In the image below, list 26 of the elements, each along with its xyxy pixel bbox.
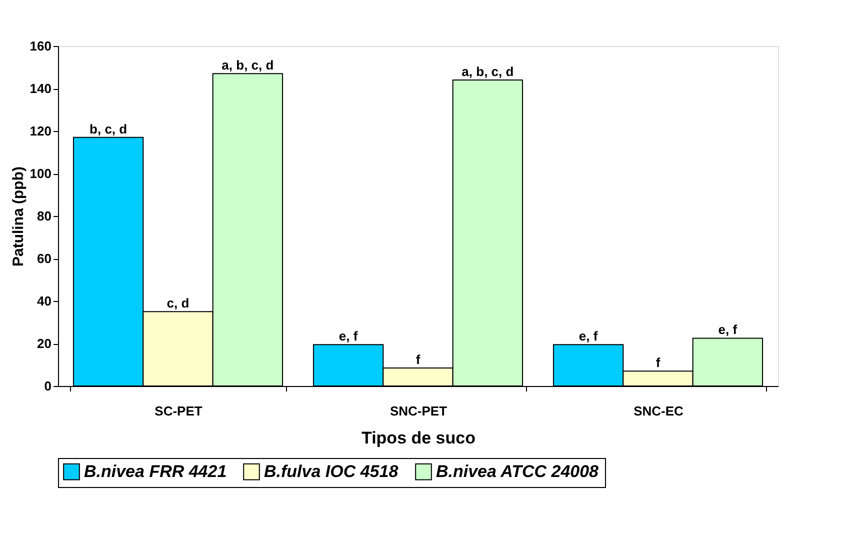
y-tick-label: 160 — [30, 38, 52, 54]
legend-label: B.nivea FRR 4421 — [84, 462, 227, 481]
y-tick-label: 60 — [37, 251, 52, 266]
y-tick-label: 20 — [37, 336, 52, 351]
y-tick-label: 140 — [30, 81, 52, 96]
legend-label: B.nivea ATCC 24008 — [436, 462, 600, 481]
data-label: b, c, d — [90, 121, 128, 136]
data-label: e, f — [718, 322, 738, 338]
x-axis-title: Tipos de suco — [362, 428, 476, 448]
data-label: f — [416, 352, 421, 367]
data-label: e, f — [578, 328, 598, 344]
y-tick-label: 40 — [37, 294, 52, 308]
x-tick-label: SNC-EC — [634, 404, 684, 418]
y-tick-label: 0 — [44, 378, 52, 394]
x-tick-label: SNC-PET — [390, 404, 448, 418]
data-label: a, b, c, d — [462, 64, 514, 79]
data-label: a, b, c, d — [222, 58, 274, 73]
y-tick-label: 120 — [30, 124, 52, 138]
y-axis-title: Patulina (ppb) — [10, 166, 27, 266]
legend-label: B.fulva IOC 4518 — [264, 462, 399, 481]
x-tick-label: SC-PET — [154, 404, 202, 418]
y-tick-label: 80 — [37, 208, 52, 224]
data-label: f — [656, 355, 661, 370]
data-label: c, d — [166, 296, 190, 311]
y-tick-label: 100 — [30, 166, 52, 181]
data-label: e, f — [338, 328, 358, 344]
